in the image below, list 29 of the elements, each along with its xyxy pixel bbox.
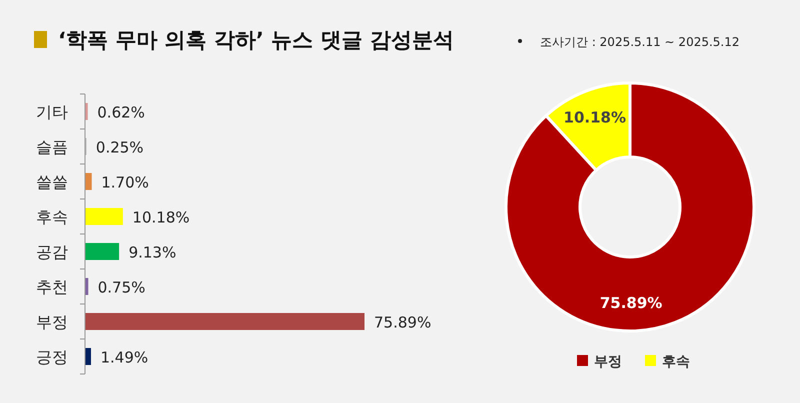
- data-label: 9.13%: [128, 244, 176, 262]
- data-label: 1.49%: [100, 348, 148, 366]
- data-label: 1.70%: [101, 174, 149, 192]
- bar: [86, 208, 123, 225]
- data-label: 10.18%: [564, 108, 626, 127]
- data-label: 0.62%: [97, 104, 145, 122]
- bar: [86, 348, 91, 365]
- data-label: 0.75%: [98, 278, 146, 296]
- y-tick-label: 후속: [36, 208, 68, 226]
- chart-title: ‘학폭 무마 의혹 각하’ 뉴스 댓글 감성분석: [58, 28, 454, 52]
- legend-label: 부정: [594, 354, 622, 370]
- data-label: 0.25%: [96, 138, 144, 156]
- bar: [86, 243, 120, 260]
- data-label: 75.89%: [374, 314, 432, 332]
- data-label: 10.18%: [132, 208, 190, 226]
- y-tick-label: 추천: [36, 278, 68, 296]
- donut-slice: [504, 82, 756, 332]
- data-label: 75.89%: [600, 294, 662, 312]
- y-tick-label: 슬픔: [36, 138, 68, 156]
- y-tick-label: 기타: [36, 102, 68, 122]
- y-tick-label: 공감: [36, 242, 68, 262]
- bar: [86, 173, 92, 190]
- bar: [86, 278, 88, 295]
- legend-label: 후속: [662, 354, 690, 370]
- y-tick-label: 긍정: [36, 348, 68, 366]
- y-tick-label: 쓸쓸: [36, 172, 68, 192]
- bar: [86, 313, 364, 330]
- y-tick-label: 부정: [36, 312, 68, 332]
- chart-subtitle: 조사기간 : 2025.5.11 ~ 2025.5.12: [540, 35, 740, 49]
